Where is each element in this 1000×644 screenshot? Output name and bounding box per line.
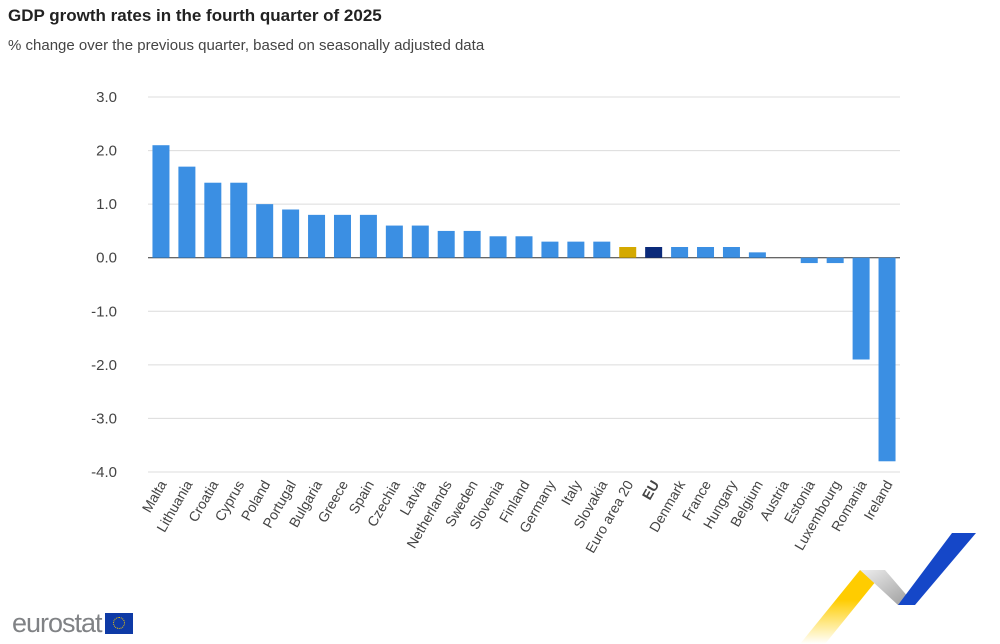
x-tick-label: EU bbox=[639, 478, 663, 503]
bar[interactable] bbox=[515, 236, 533, 258]
bar[interactable] bbox=[308, 214, 326, 258]
bar[interactable] bbox=[359, 214, 377, 258]
bar[interactable] bbox=[826, 257, 844, 264]
bar[interactable] bbox=[230, 182, 248, 258]
bar[interactable] bbox=[722, 247, 740, 258]
eurostat-logo: eurostat bbox=[12, 608, 133, 639]
bar[interactable] bbox=[567, 241, 585, 258]
x-tick-label: Italy bbox=[558, 478, 585, 508]
y-tick-label: 3.0 bbox=[96, 89, 117, 106]
bar[interactable] bbox=[282, 209, 300, 258]
y-tick-label: 0.0 bbox=[96, 250, 117, 267]
bar[interactable] bbox=[463, 230, 481, 258]
bar[interactable] bbox=[878, 257, 896, 462]
bar[interactable] bbox=[645, 247, 663, 258]
bar[interactable] bbox=[748, 252, 766, 258]
bar[interactable] bbox=[437, 230, 455, 258]
bar[interactable] bbox=[333, 214, 351, 258]
eu-flag-icon bbox=[104, 613, 133, 634]
eurostat-ribbon-decoration bbox=[800, 533, 976, 644]
y-tick-label: -4.0 bbox=[91, 464, 117, 481]
bar[interactable] bbox=[411, 225, 429, 258]
bar[interactable] bbox=[204, 182, 222, 258]
bar[interactable] bbox=[541, 241, 559, 258]
bar[interactable] bbox=[852, 257, 870, 360]
y-tick-label: 1.0 bbox=[96, 196, 117, 213]
y-tick-label: -3.0 bbox=[91, 410, 117, 427]
bar[interactable] bbox=[619, 247, 637, 258]
chart-title: GDP growth rates in the fourth quarter o… bbox=[8, 6, 382, 25]
bar[interactable] bbox=[489, 236, 507, 258]
logo-text: eurostat bbox=[12, 608, 103, 638]
bar[interactable] bbox=[593, 241, 611, 258]
bar[interactable] bbox=[178, 166, 196, 258]
bar[interactable] bbox=[152, 145, 170, 258]
bar[interactable] bbox=[256, 204, 274, 258]
y-tick-label: -2.0 bbox=[91, 357, 117, 374]
bar[interactable] bbox=[697, 247, 715, 258]
y-tick-label: 2.0 bbox=[96, 143, 117, 160]
chart-subtitle: % change over the previous quarter, base… bbox=[8, 37, 485, 54]
y-tick-label: -1.0 bbox=[91, 303, 117, 320]
bar[interactable] bbox=[671, 247, 689, 258]
bar[interactable] bbox=[385, 225, 403, 258]
bar[interactable] bbox=[800, 257, 818, 264]
